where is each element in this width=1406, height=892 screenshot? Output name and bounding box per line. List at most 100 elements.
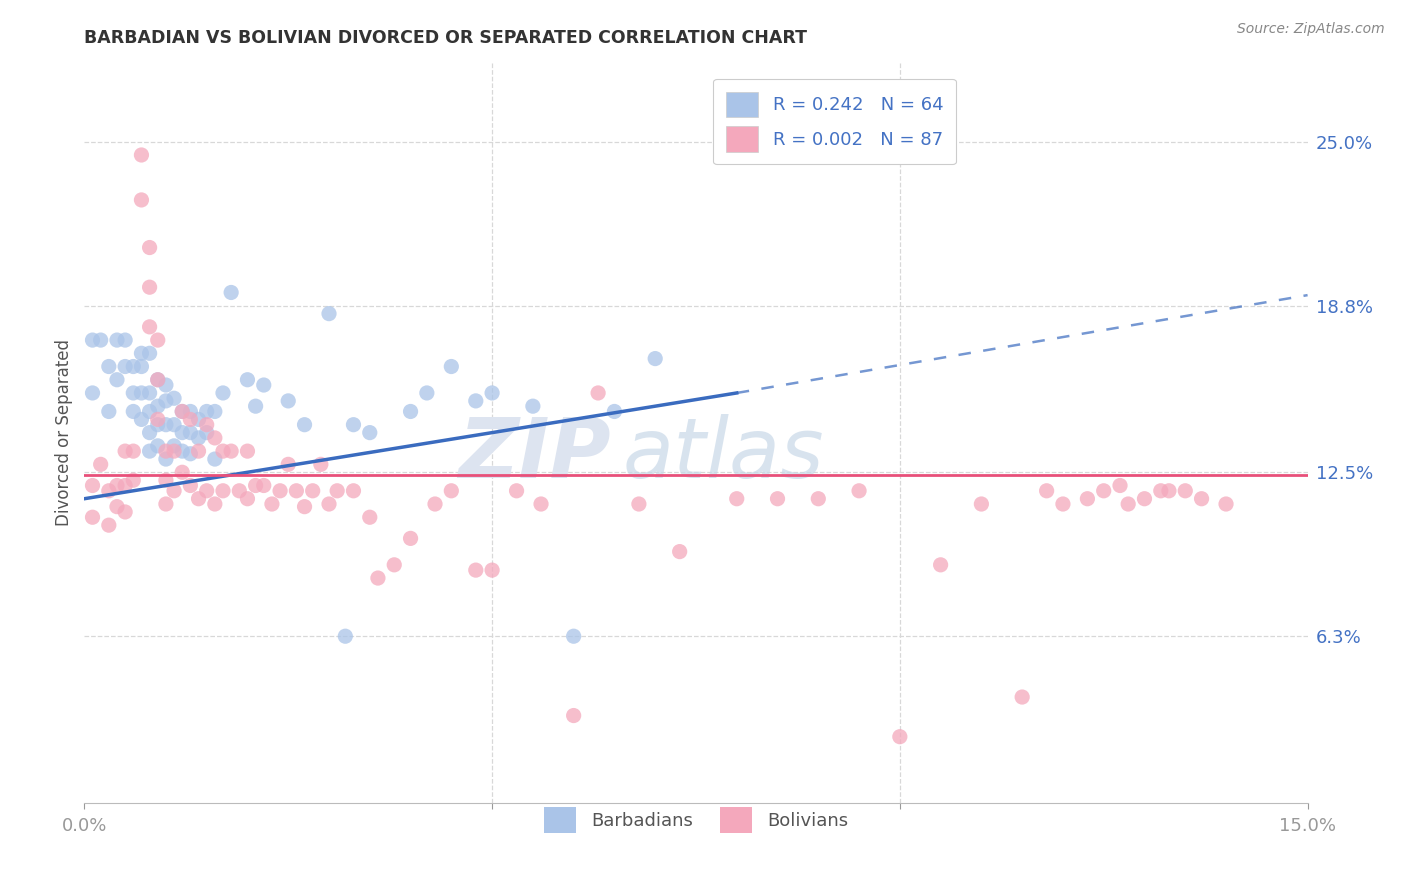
Point [146,373,169,387]
Point [138,319,160,334]
Point [236,373,259,387]
Point [204,431,226,445]
Point [138,346,160,360]
Point [318,497,340,511]
Point [219,444,242,458]
Point [131,386,153,401]
Point [929,558,952,572]
Point [1052,497,1074,511]
Point [627,497,650,511]
Point [131,148,153,162]
Point [228,483,250,498]
Point [155,497,177,511]
Point [155,393,177,408]
Point [122,444,145,458]
Point [187,444,209,458]
Point [212,386,235,401]
Point [1133,491,1156,506]
Point [105,478,128,492]
Legend: Barbadians, Bolivians: Barbadians, Bolivians [534,798,858,842]
Point [187,491,209,506]
Point [131,359,153,374]
Point [367,571,389,585]
Point [131,346,153,360]
Point [97,404,120,418]
Point [204,452,226,467]
Point [163,417,186,432]
Point [1215,497,1237,511]
Point [114,444,136,458]
Point [309,458,332,472]
Point [245,399,267,413]
Point [138,444,160,458]
Point [464,393,486,408]
Point [212,444,235,458]
Point [269,483,291,498]
Point [155,452,177,467]
Point [440,359,463,374]
Point [668,544,690,558]
Point [114,333,136,347]
Point [122,404,145,418]
Point [236,491,259,506]
Point [586,386,609,401]
Point [253,478,276,492]
Point [90,458,112,472]
Point [105,500,128,514]
Point [97,359,120,374]
Point [122,386,145,401]
Text: BARBADIAN VS BOLIVIAN DIVORCED OR SEPARATED CORRELATION CHART: BARBADIAN VS BOLIVIAN DIVORCED OR SEPARA… [84,29,807,47]
Point [342,483,364,498]
Point [105,333,128,347]
Point [260,497,283,511]
Point [122,473,145,487]
Point [253,378,276,392]
Point [1174,483,1197,498]
Point [219,285,242,300]
Point [335,629,357,643]
Point [236,444,259,458]
Point [294,417,316,432]
Point [416,386,439,401]
Point [146,399,169,413]
Point [114,359,136,374]
Point [1150,483,1173,498]
Point [1191,491,1213,506]
Point [82,478,104,492]
Point [195,404,218,418]
Point [889,730,911,744]
Point [807,491,830,506]
Point [285,483,308,498]
Point [187,412,209,426]
Point [172,425,194,440]
Point [172,404,194,418]
Point [277,458,299,472]
Point [481,563,503,577]
Point [399,532,422,546]
Point [522,399,544,413]
Point [82,333,104,347]
Point [172,444,194,458]
Point [155,378,177,392]
Point [326,483,349,498]
Point [122,359,145,374]
Point [146,412,169,426]
Point [97,518,120,533]
Point [97,483,120,498]
Point [138,425,160,440]
Point [138,280,160,294]
Point [179,447,201,461]
Point [163,439,186,453]
Point [603,404,626,418]
Text: Source: ZipAtlas.com: Source: ZipAtlas.com [1237,22,1385,37]
Point [155,417,177,432]
Point [195,425,218,440]
Point [114,505,136,519]
Point [195,483,218,498]
Point [342,417,364,432]
Point [359,510,381,524]
Point [359,425,381,440]
Point [1116,497,1139,511]
Point [82,386,104,401]
Point [155,444,177,458]
